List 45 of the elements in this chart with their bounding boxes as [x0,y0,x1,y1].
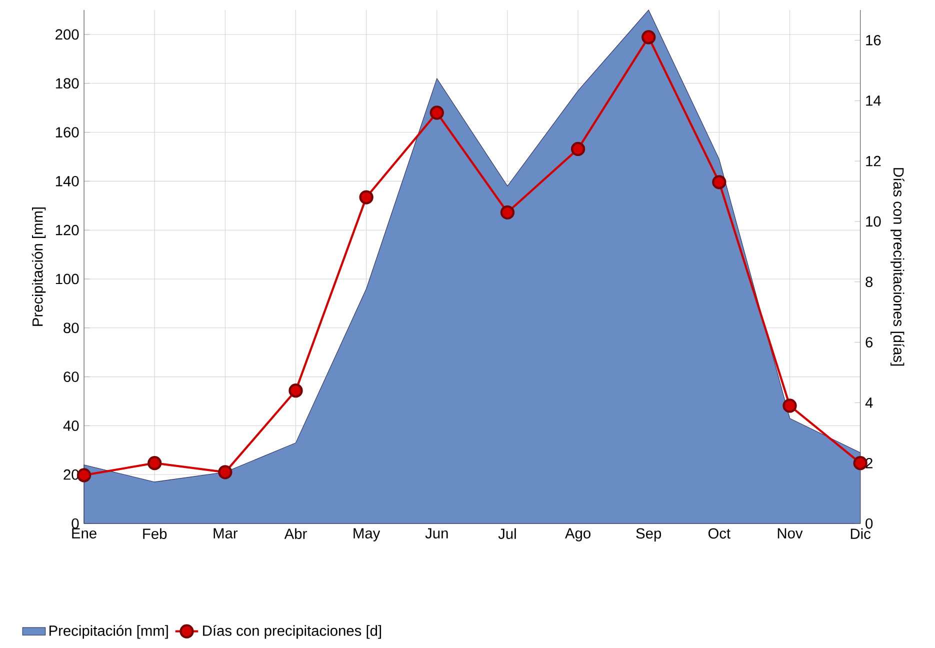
y2-axis-title: Días con precipitaciones [días] [890,168,904,366]
y-tick-label: 200 [56,29,79,40]
x-tick-label: Nov [778,528,803,539]
x-tick-label: Dic [850,528,871,540]
point [148,456,162,470]
x-tick-label: Oct [708,528,730,539]
y2-tick-label: 6 [866,337,873,348]
point [642,30,656,44]
point [570,142,586,156]
x-tick-label: Jul [498,528,516,540]
y2-tick-label: 12 [866,156,881,166]
x-tick-label: Mar [214,528,238,539]
x-tick-label: Ene [72,528,96,539]
y-tick-label: 40 [63,420,79,432]
x-tick-label: May [354,528,380,542]
y-tick-label: 0 [72,518,79,529]
point [218,465,232,480]
x-tick-label: Jun [425,528,448,539]
x-tick-label: Ago [564,528,590,542]
point [430,106,444,120]
y-axis-title: Precipitación [mm] [32,208,46,326]
x-tick-label: Feb [143,528,167,540]
point [853,456,868,470]
y-tick-label: 60 [64,372,79,382]
point [712,175,726,190]
y-tick-label: 120 [56,225,79,236]
point [782,398,797,414]
y-tick-label: 180 [56,78,79,89]
y-tick-label: 140 [56,176,79,187]
point [359,190,374,205]
legend-label: Precipitación [mm] [49,625,168,640]
y2-tick-label: 16 [866,35,881,46]
point [288,384,303,398]
x-tick-label: Abr [284,528,307,540]
point [500,206,515,220]
y2-tick-label: 14 [866,96,881,106]
y2-tick-label: 10 [866,216,881,227]
y-tick-label: 160 [56,127,79,138]
x-tick-label: Sep [636,528,662,542]
y-tick-label: 80 [64,322,79,334]
y-tick-label: 100 [56,274,79,284]
legend-label: Días con precipitaciones [d] [203,625,382,640]
y2-tick-label: 8 [866,276,873,288]
y2-tick-label: 0 [866,518,873,529]
y2-tick-label: 4 [865,398,873,408]
